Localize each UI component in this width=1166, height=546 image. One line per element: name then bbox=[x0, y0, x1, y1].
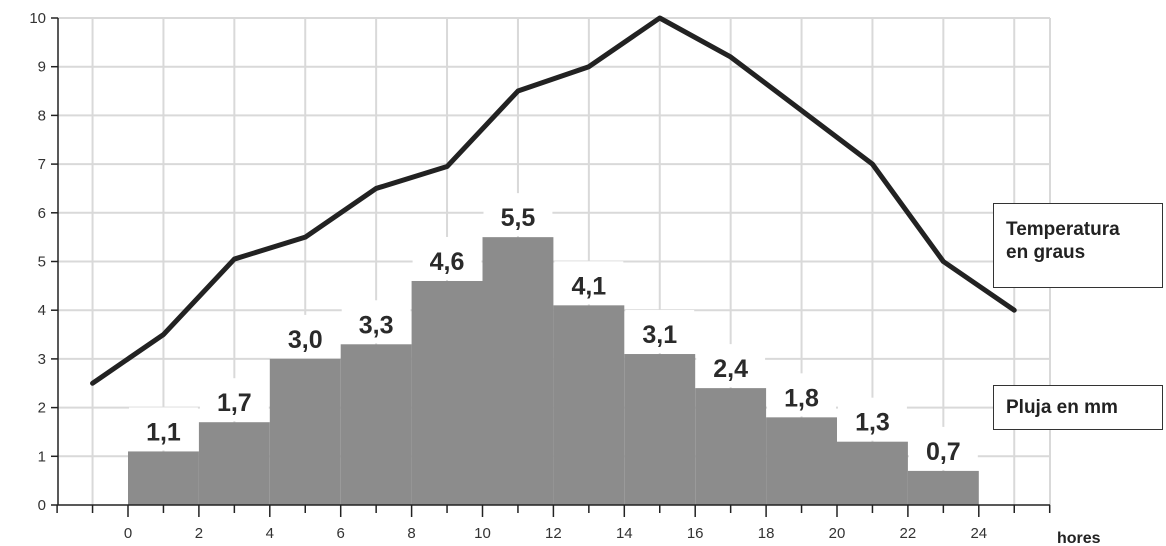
legend-temperature-line1: Temperatura bbox=[1006, 219, 1120, 240]
bar-label-bg bbox=[767, 373, 836, 417]
legend-rain: Pluja en mm bbox=[993, 385, 1163, 430]
bar-value-label: 3,0 bbox=[288, 326, 323, 354]
y-tick-label: 9 bbox=[38, 59, 46, 76]
x-tick-label: 8 bbox=[407, 525, 415, 542]
y-tick-label: 8 bbox=[38, 107, 46, 124]
legend-temperature-line2: en graus bbox=[1006, 242, 1086, 263]
bar-value-label: 4,1 bbox=[571, 272, 606, 300]
bar-value-label: 5,5 bbox=[501, 204, 536, 232]
y-tick-label: 0 bbox=[38, 497, 46, 514]
rain-bar bbox=[482, 237, 554, 505]
rain-bar bbox=[411, 280, 483, 505]
rain-bar bbox=[198, 422, 270, 505]
rain-bar bbox=[624, 354, 696, 505]
bar-label-bg bbox=[908, 426, 978, 470]
x-tick-label: 14 bbox=[616, 525, 633, 542]
y-tick-label: 5 bbox=[38, 254, 46, 271]
bar-label-bg bbox=[199, 378, 269, 422]
x-tick-label: 20 bbox=[829, 525, 846, 542]
x-tick-label: 24 bbox=[970, 525, 987, 542]
bar-value-label: 1,7 bbox=[217, 389, 252, 417]
bar-value-label: 1,1 bbox=[146, 418, 181, 446]
x-axis-label: hores bbox=[1057, 530, 1101, 546]
rain-bar bbox=[269, 358, 341, 505]
x-tick-label: 6 bbox=[337, 525, 345, 542]
bar-value-label: 1,8 bbox=[784, 384, 819, 412]
temperature-line-group bbox=[90, 15, 1017, 386]
legend-rain-label: Pluja en mm bbox=[1006, 397, 1118, 418]
bar-label-bg bbox=[412, 236, 482, 280]
rain-bar bbox=[340, 344, 412, 505]
bar-label-bg bbox=[129, 407, 198, 451]
bar-value-label: 3,1 bbox=[642, 321, 677, 349]
x-tick-label: 10 bbox=[474, 525, 491, 542]
y-tick-label: 6 bbox=[38, 205, 46, 222]
bar-label-bg bbox=[625, 310, 695, 354]
y-tick-label: 10 bbox=[29, 10, 46, 27]
bar-label-bg bbox=[270, 314, 340, 358]
rain-bar bbox=[837, 441, 908, 505]
x-tick-label: 18 bbox=[758, 525, 775, 542]
x-tick-label: 12 bbox=[545, 525, 562, 542]
y-tick-label: 2 bbox=[38, 400, 46, 417]
rain-bar bbox=[907, 470, 979, 505]
bar-value-label: 1,3 bbox=[855, 409, 890, 437]
bar-value-label: 4,6 bbox=[430, 248, 465, 276]
y-tick-label: 4 bbox=[38, 302, 46, 319]
rain-bar bbox=[766, 417, 837, 505]
bar-value-label: 0,7 bbox=[926, 438, 961, 466]
x-tick-label: 0 bbox=[124, 525, 132, 542]
rain-bars bbox=[128, 237, 979, 505]
bar-label-bg bbox=[341, 300, 411, 344]
rain-bar bbox=[128, 451, 199, 505]
bar-label-bg bbox=[483, 193, 553, 237]
rain-bar bbox=[695, 388, 767, 505]
y-tick-label: 7 bbox=[38, 156, 46, 173]
rain-bar bbox=[553, 305, 625, 505]
x-tick-label: 2 bbox=[195, 525, 203, 542]
x-tick-label: 4 bbox=[266, 525, 274, 542]
y-tick-label: 1 bbox=[38, 448, 46, 465]
y-tick-label: 3 bbox=[38, 351, 46, 368]
x-tick-label: 22 bbox=[900, 525, 917, 542]
bar-value-labels: 1,1 1,7 3,0 3,3 4,6 5,5 4,1 3,1 2,4 1,8 1,3 0,7 bbox=[129, 193, 978, 470]
bar-value-label: 3,3 bbox=[359, 311, 394, 339]
bar-label-bg bbox=[554, 261, 624, 305]
temperature-line bbox=[90, 15, 1017, 386]
bar-label-bg bbox=[696, 344, 766, 388]
bar-value-label: 2,4 bbox=[713, 355, 748, 383]
bar-label-bg bbox=[838, 397, 907, 441]
legend-temperature: Temperatura en graus bbox=[993, 203, 1163, 288]
x-tick-label: 16 bbox=[687, 525, 704, 542]
